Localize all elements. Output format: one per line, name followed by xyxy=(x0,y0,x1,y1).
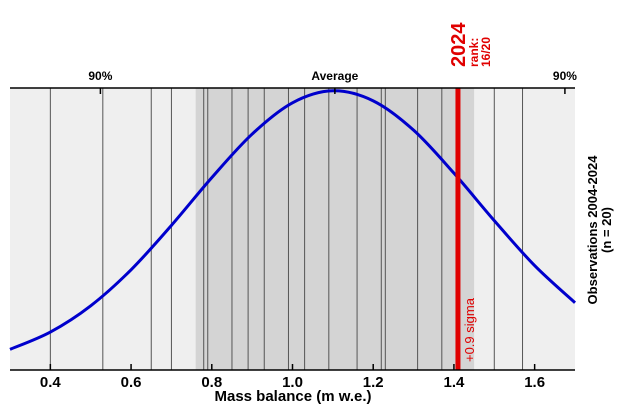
right-axis-title: Observations 2004-2024 xyxy=(585,155,600,305)
top-tick-label: Average xyxy=(311,69,358,83)
distribution-curve xyxy=(9,89,577,351)
x-tick-label: 1.6 xyxy=(524,374,545,391)
x-tick-label: 0.4 xyxy=(40,374,62,391)
x-tick-label: 1.2 xyxy=(363,374,384,391)
rank-label: rank: xyxy=(467,38,481,67)
x-tick-label: 1.4 xyxy=(443,374,465,391)
right-axis-count: (n = 20) xyxy=(599,207,614,253)
sigma-annotation: +0.9 sigma xyxy=(462,297,477,362)
top-tick-label: 90% xyxy=(553,69,577,83)
x-tick-label: 0.6 xyxy=(121,374,142,391)
shaded-band xyxy=(195,88,475,370)
top-tick-label: 90% xyxy=(88,69,112,83)
highlight-label: 2024 xyxy=(448,22,470,67)
x-axis-title: Mass balance (m w.e.) xyxy=(214,388,371,405)
background-layer xyxy=(10,88,575,370)
rank-value: 16/20 xyxy=(479,37,493,67)
x-tick-label: 1.0 xyxy=(282,374,303,391)
observation-layer xyxy=(49,88,524,370)
x-tick-label: 0.8 xyxy=(201,374,222,391)
